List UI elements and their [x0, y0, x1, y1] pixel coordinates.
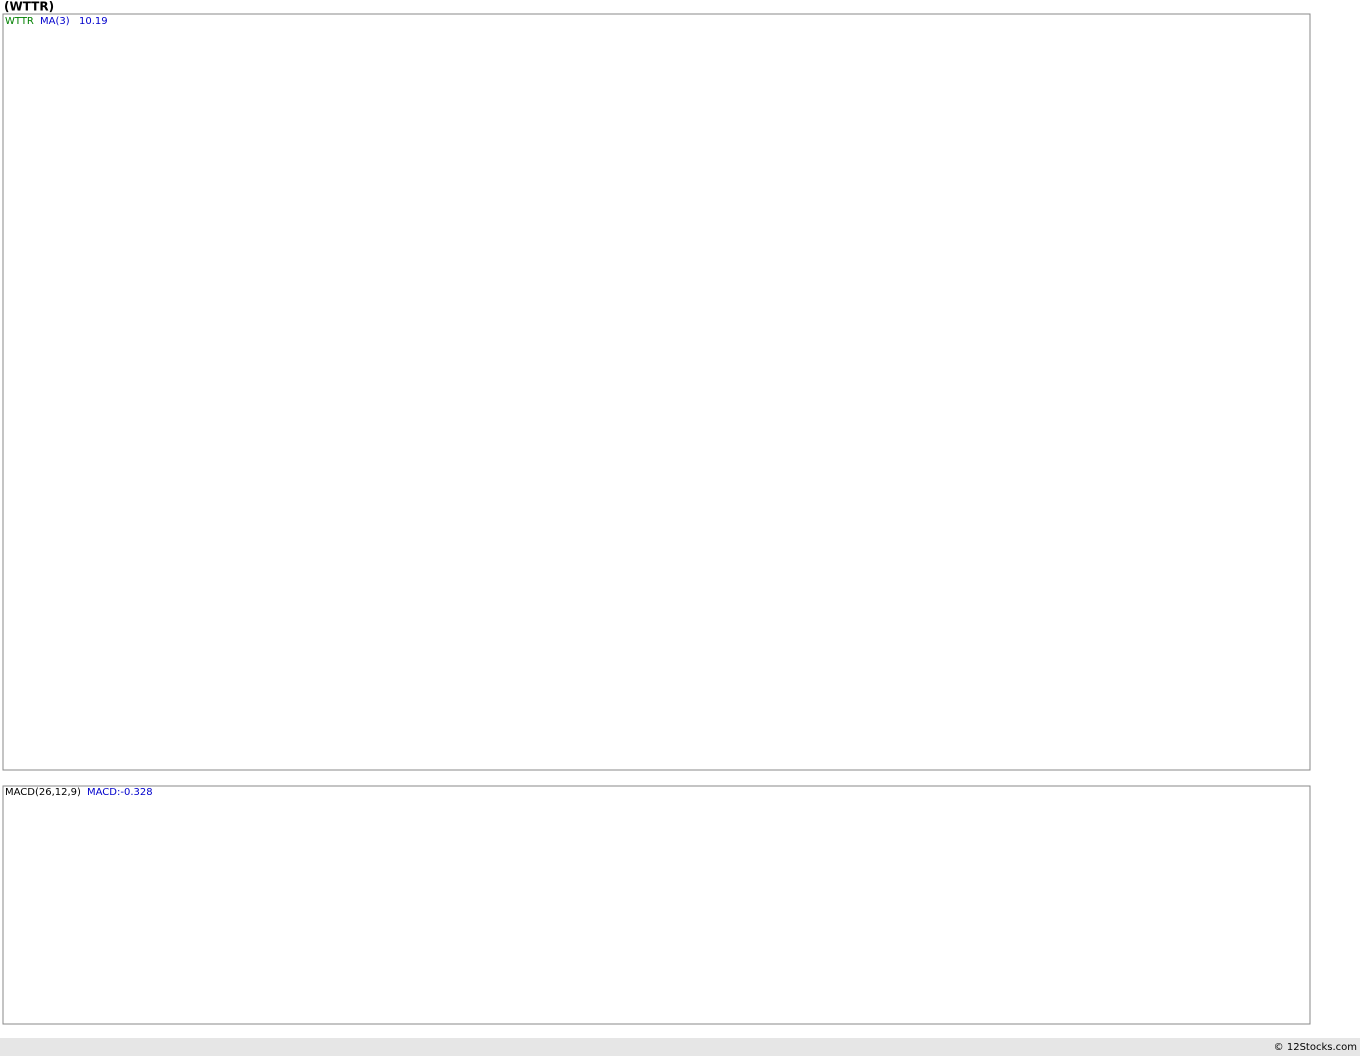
macd-title: MACD(26,12,9)	[5, 787, 81, 798]
legend-symbol: WTTR	[5, 16, 34, 27]
legend-ma: MA(3)	[40, 16, 70, 27]
macd-last: MACD:-0.328	[87, 787, 153, 798]
macd-panel	[2, 785, 1311, 1025]
footer-bar	[0, 1038, 1360, 1056]
chart-title: (WTTR)	[4, 0, 54, 14]
legend-ma-value: 10.19	[79, 16, 108, 27]
price-panel	[2, 13, 1311, 771]
footer: © 12Stocks.com	[1274, 1042, 1357, 1053]
